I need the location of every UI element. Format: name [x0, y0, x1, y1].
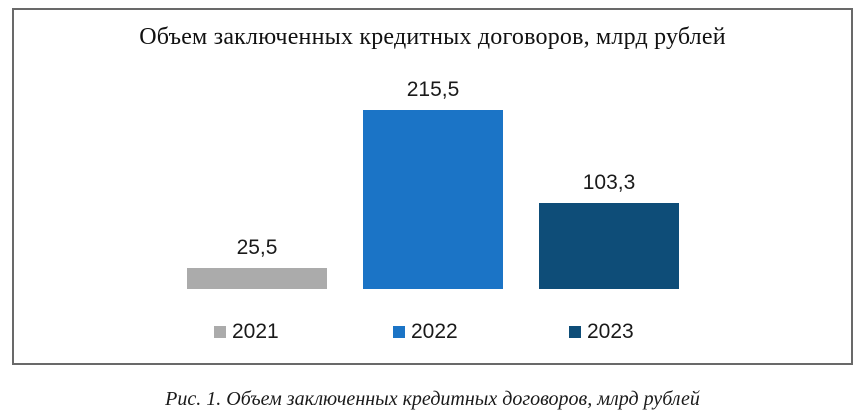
- legend-entry-2022: 2022: [393, 321, 458, 342]
- legend-entry-2023: 2023: [569, 321, 634, 342]
- bar-2022: [363, 110, 503, 289]
- bar-value-label-2023: 103,3: [582, 170, 636, 194]
- chart-title: Объем заключенных кредитных договоров, м…: [139, 24, 726, 50]
- legend-entry-2021: 2021: [214, 321, 279, 342]
- legend-swatch-2022: [393, 325, 405, 338]
- figure-caption: Рис. 1. Объем заключенных кредитных дого…: [165, 388, 700, 410]
- bar-2021: [187, 268, 327, 289]
- plot-area: 25,5 215,5 103,3: [14, 10, 851, 363]
- bar-2023: [539, 203, 679, 289]
- bar-group-2023: 103,3: [539, 171, 679, 289]
- legend-label-2022: 2022: [411, 320, 458, 343]
- bar-value-label-2021: 25,5: [236, 235, 278, 259]
- bar-group-2021: 25,5: [187, 236, 327, 289]
- chart-container: Объем заключенных кредитных договоров, м…: [12, 8, 853, 365]
- bar-group-2022: 215,5: [363, 78, 503, 289]
- bar-value-label-2022: 215,5: [406, 77, 460, 101]
- legend: 2021 2022 2023: [14, 321, 851, 349]
- legend-swatch-2021: [214, 325, 226, 338]
- legend-label-2021: 2021: [232, 320, 279, 343]
- legend-label-2023: 2023: [587, 320, 634, 343]
- legend-swatch-2023: [569, 325, 581, 338]
